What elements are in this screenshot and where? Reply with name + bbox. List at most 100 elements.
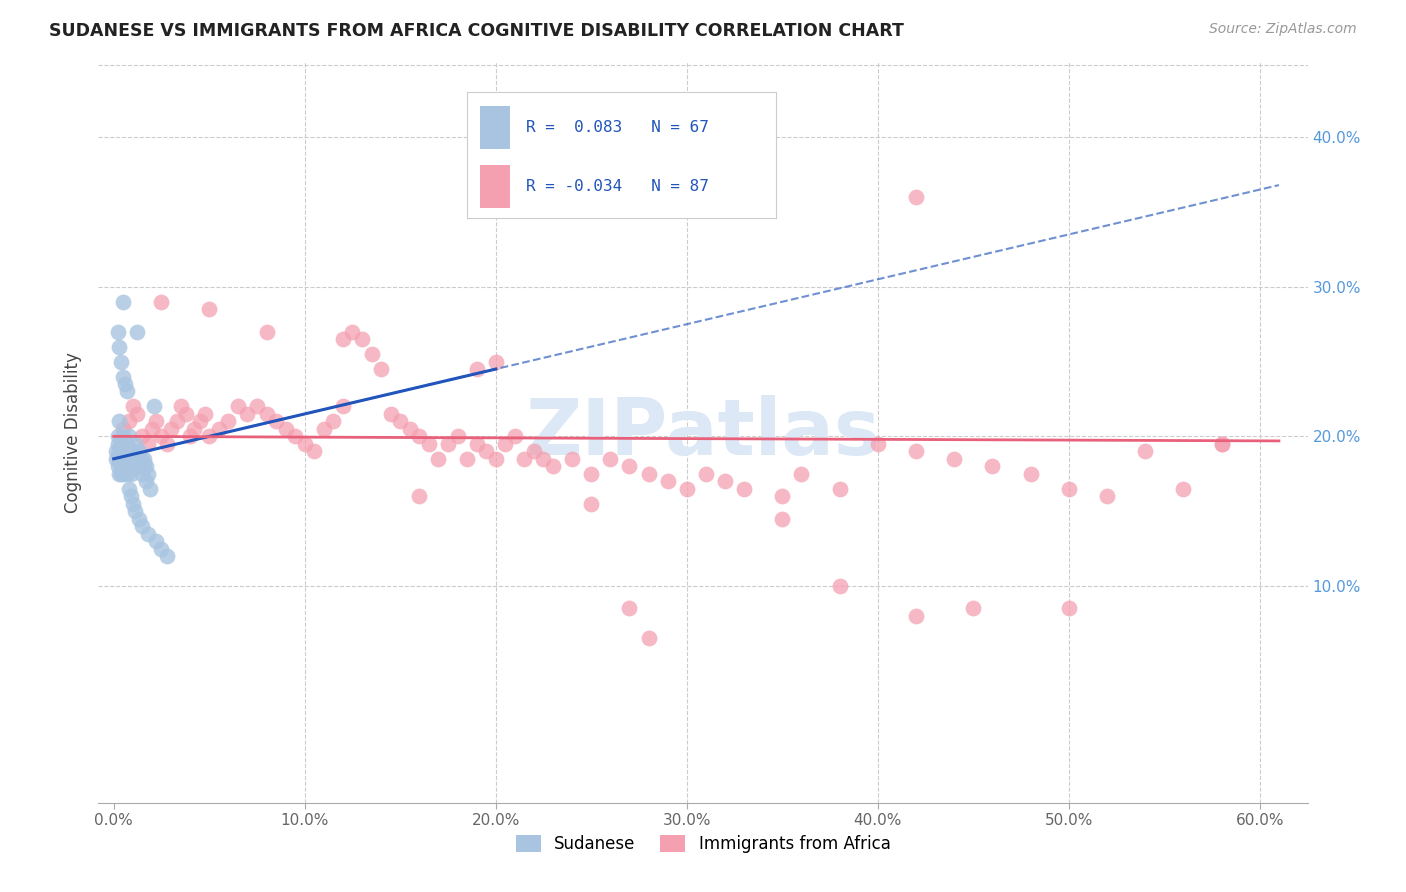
Point: [790, 467, 813, 481]
Point: [129, 459, 152, 474]
Text: ZIPatlas: ZIPatlas: [526, 394, 880, 471]
Point: [465, 362, 488, 376]
Point: [150, 429, 173, 443]
Legend: Sudanese, Immigrants from Africa: Sudanese, Immigrants from Africa: [508, 826, 898, 861]
Point: [108, 467, 131, 481]
Point: [541, 459, 564, 474]
Point: [408, 489, 430, 503]
Point: [1173, 482, 1195, 496]
Point: [465, 437, 488, 451]
Point: [145, 534, 167, 549]
Point: [350, 332, 373, 346]
Point: [107, 459, 129, 474]
Point: [456, 451, 478, 466]
Point: [904, 190, 927, 204]
Point: [131, 451, 153, 466]
Point: [183, 422, 205, 436]
Point: [125, 407, 148, 421]
Point: [120, 451, 142, 466]
Point: [115, 444, 138, 458]
Point: [169, 400, 191, 414]
Text: Source: ZipAtlas.com: Source: ZipAtlas.com: [1209, 22, 1357, 37]
Point: [256, 325, 278, 339]
Point: [118, 482, 141, 496]
Point: [120, 489, 142, 503]
Point: [418, 437, 440, 451]
Point: [714, 474, 737, 488]
Point: [675, 482, 697, 496]
Y-axis label: Cognitive Disability: Cognitive Disability: [65, 352, 83, 513]
Point: [1019, 467, 1042, 481]
Point: [637, 467, 659, 481]
Point: [114, 459, 136, 474]
Point: [166, 414, 188, 428]
Point: [256, 407, 278, 421]
Point: [112, 429, 135, 443]
Point: [156, 549, 179, 563]
Point: [475, 444, 498, 458]
Point: [398, 422, 420, 436]
Point: [125, 325, 148, 339]
Point: [408, 429, 430, 443]
Point: [136, 467, 159, 481]
Point: [112, 422, 135, 436]
Point: [131, 467, 153, 481]
Point: [129, 451, 152, 466]
Point: [828, 579, 851, 593]
Point: [108, 340, 131, 354]
Point: [134, 459, 156, 474]
Point: [115, 384, 138, 399]
Point: [145, 414, 167, 428]
Point: [360, 347, 382, 361]
Point: [962, 601, 984, 615]
Point: [110, 354, 132, 368]
Point: [246, 400, 269, 414]
Point: [121, 497, 143, 511]
Point: [437, 437, 460, 451]
Point: [637, 632, 659, 646]
Point: [124, 437, 146, 451]
Point: [107, 325, 129, 339]
Point: [107, 437, 129, 451]
Point: [104, 444, 127, 458]
Point: [118, 414, 141, 428]
Point: [599, 451, 621, 466]
Point: [770, 489, 793, 503]
Point: [619, 459, 641, 474]
Point: [208, 422, 231, 436]
Point: [503, 429, 526, 443]
Point: [198, 429, 221, 443]
Point: [174, 407, 197, 421]
Point: [1057, 601, 1080, 615]
Point: [112, 467, 135, 481]
Point: [131, 519, 153, 533]
Point: [121, 400, 143, 414]
Point: [619, 601, 641, 615]
Point: [114, 451, 136, 466]
Point: [121, 459, 143, 474]
Point: [128, 451, 150, 466]
Point: [322, 414, 344, 428]
Point: [118, 429, 141, 443]
Point: [264, 414, 287, 428]
Point: [134, 451, 156, 466]
Point: [118, 459, 141, 474]
Point: [114, 377, 136, 392]
Text: SUDANESE VS IMMIGRANTS FROM AFRICA COGNITIVE DISABILITY CORRELATION CHART: SUDANESE VS IMMIGRANTS FROM AFRICA COGNI…: [49, 22, 904, 40]
Point: [274, 422, 297, 436]
Point: [108, 444, 131, 458]
Point: [581, 467, 603, 481]
Point: [1057, 482, 1080, 496]
Point: [1095, 489, 1118, 503]
Point: [160, 422, 183, 436]
Point: [828, 482, 851, 496]
Point: [141, 422, 163, 436]
Point: [150, 541, 173, 556]
Point: [104, 451, 127, 466]
Point: [110, 444, 132, 458]
Point: [194, 407, 217, 421]
Point: [370, 362, 392, 376]
Point: [581, 497, 603, 511]
Point: [135, 459, 157, 474]
Point: [110, 437, 132, 451]
